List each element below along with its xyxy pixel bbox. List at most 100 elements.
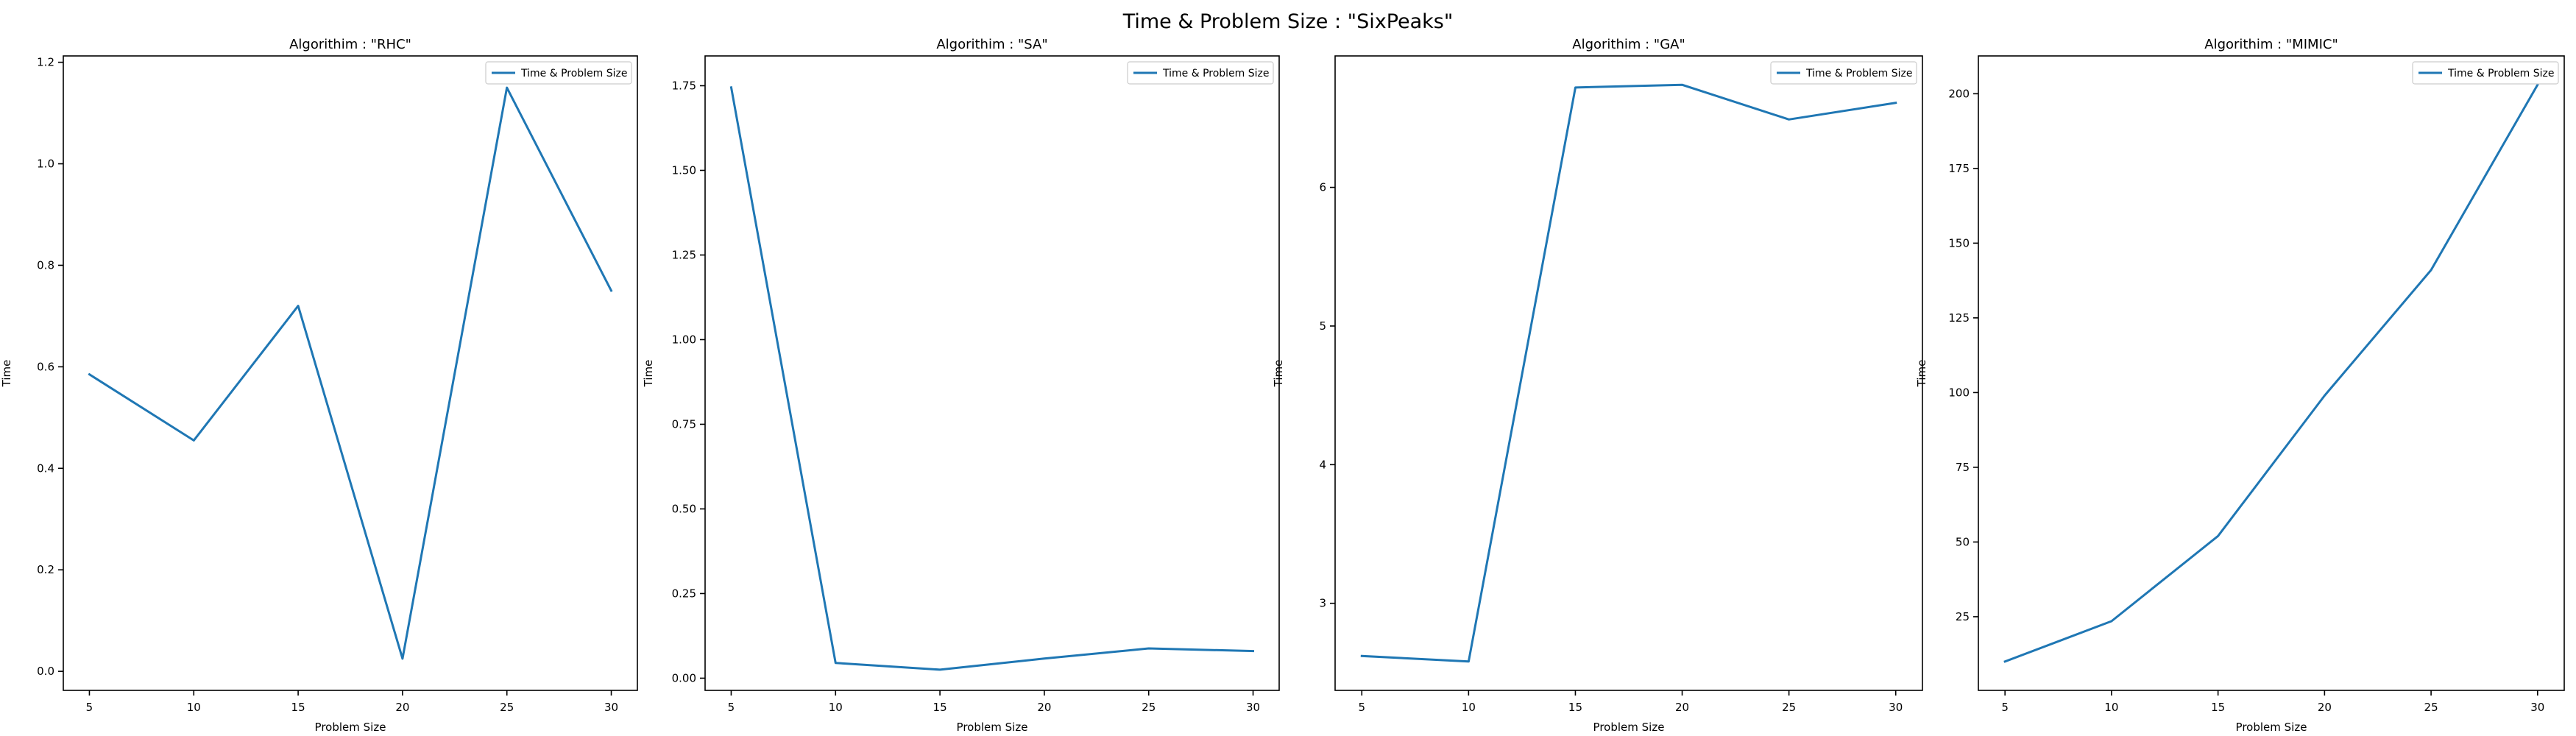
y-tick-label: 1.75	[672, 79, 696, 92]
chart-title: Algorithim : "SA"	[936, 37, 1047, 52]
legend: Time & Problem Size	[1127, 61, 1274, 85]
data-point	[506, 87, 508, 89]
legend-box	[2412, 61, 2559, 85]
x-tick-label: 25	[500, 701, 514, 714]
data-point	[401, 657, 403, 659]
x-tick-label: 5	[2001, 701, 2009, 714]
axes-frame	[1978, 55, 2565, 691]
y-tick-label: 0.8	[37, 258, 54, 272]
y-tick-label: 200	[1948, 87, 1970, 100]
x-tick-label: 25	[2424, 701, 2438, 714]
y-tick-label: 1.00	[672, 333, 696, 346]
series-line	[1360, 83, 1897, 663]
data-point	[2430, 269, 2432, 271]
y-tick-label: 3	[1319, 597, 1326, 610]
y-axis-label: Time	[0, 360, 13, 388]
y-tick-label: 0.4	[37, 461, 54, 475]
y-tick-label: 25	[1956, 610, 1970, 623]
x-tick-label: 25	[1142, 701, 1156, 714]
data-point	[1788, 118, 1790, 121]
legend-label: Time & Problem Size	[2447, 68, 2555, 79]
data-point	[297, 305, 300, 307]
y-tick-label: 0.2	[37, 563, 54, 576]
legend-box	[1770, 61, 1917, 85]
data-point	[1468, 660, 1470, 662]
legend-label: Time & Problem Size	[1162, 68, 1270, 79]
y-tick-label: 1.2	[37, 56, 54, 69]
x-tick-label: 30	[1246, 701, 1260, 714]
data-point	[1043, 657, 1045, 659]
y-tick-label: 1.0	[37, 158, 54, 171]
y-tick-label: 0.50	[672, 502, 696, 515]
axes-frame	[63, 55, 638, 691]
legend-box	[1127, 61, 1274, 85]
chart-panel: 5 10 15 20 25 30 3 4 5 6 Algorithim : "GA" Problem …	[1272, 37, 1923, 734]
axes-frame	[1334, 55, 1923, 691]
figure-title: Time & Problem Size : "SixPeaks"	[1122, 10, 1454, 33]
y-axis-label: Time	[1915, 360, 1928, 388]
x-tick-label: 5	[728, 701, 735, 714]
chart-panel: 5 10 15 20 25 30 25 50 75 100 125 150 175 200 Algorith…	[1915, 37, 2565, 734]
x-tick-label: 30	[604, 701, 618, 714]
x-tick-label: 10	[1462, 701, 1476, 714]
chart-title: Algorithim : "GA"	[1572, 37, 1685, 52]
x-tick-label: 5	[1358, 701, 1365, 714]
data-point	[2324, 394, 2326, 397]
x-tick-label: 15	[1568, 701, 1582, 714]
y-tick-label: 0.25	[672, 587, 696, 600]
y-tick-label: 4	[1319, 458, 1326, 471]
y-tick-label: 100	[1948, 386, 1970, 399]
chart-title: Algorithim : "RHC"	[289, 37, 411, 52]
data-point	[1147, 648, 1150, 650]
x-tick-label: 15	[291, 701, 305, 714]
x-tick-label: 25	[1782, 701, 1796, 714]
data-point	[730, 86, 732, 88]
legend: Time & Problem Size	[1770, 61, 1917, 85]
x-tick-label: 30	[2530, 701, 2544, 714]
data-point	[88, 373, 91, 375]
x-axis-label: Problem Size	[2236, 721, 2307, 734]
x-tick-label: 20	[1037, 701, 1051, 714]
data-point	[1252, 650, 1254, 652]
x-tick-label: 15	[933, 701, 947, 714]
x-axis-label: Problem Size	[957, 721, 1028, 734]
series-line	[2003, 83, 2539, 663]
y-tick-label: 1.25	[672, 248, 696, 261]
series-line	[729, 86, 1255, 671]
y-tick-label: 1.50	[672, 163, 696, 177]
legend-label: Time & Problem Size	[520, 68, 628, 79]
y-tick-label: 0.6	[37, 360, 54, 373]
x-axis-label: Problem Size	[1593, 721, 1665, 734]
data-point	[2110, 620, 2112, 623]
x-axis-label: Problem Size	[315, 721, 386, 734]
y-tick-label: 75	[1956, 461, 1970, 474]
chart-panel: 5 10 15 20 25 30 0.0 0.2 0.4 0.6 0.8 1.0 1.2 Algorith…	[0, 37, 638, 734]
data-point	[610, 289, 612, 291]
x-tick-label: 10	[829, 701, 843, 714]
y-tick-label: 6	[1319, 181, 1326, 194]
data-point	[1681, 84, 1683, 86]
chart-title: Algorithim : "MIMIC"	[2204, 37, 2338, 52]
x-tick-label: 30	[1889, 701, 1903, 714]
data-point	[2004, 660, 2006, 662]
y-tick-label: 150	[1948, 236, 1970, 250]
data-point	[1574, 86, 1577, 88]
legend: Time & Problem Size	[485, 61, 632, 85]
chart-panel: 5 10 15 20 25 30 0.00 0.25 0.50 0.75 1.00 1.25 1.50 1…	[642, 37, 1280, 734]
y-axis-label: Time	[642, 360, 655, 388]
y-tick-label: 125	[1948, 311, 1970, 325]
x-tick-label: 10	[187, 701, 201, 714]
data-point	[2217, 535, 2219, 537]
data-point	[1361, 655, 1363, 657]
y-tick-label: 50	[1956, 535, 1970, 548]
y-tick-label: 0.0	[37, 665, 54, 678]
x-tick-label: 20	[1675, 701, 1689, 714]
axes-frame	[704, 55, 1280, 691]
y-tick-label: 0.75	[672, 417, 696, 431]
x-tick-label: 20	[2318, 701, 2332, 714]
legend-label: Time & Problem Size	[1805, 68, 1913, 79]
x-tick-label: 10	[2104, 701, 2118, 714]
data-point	[939, 668, 941, 670]
